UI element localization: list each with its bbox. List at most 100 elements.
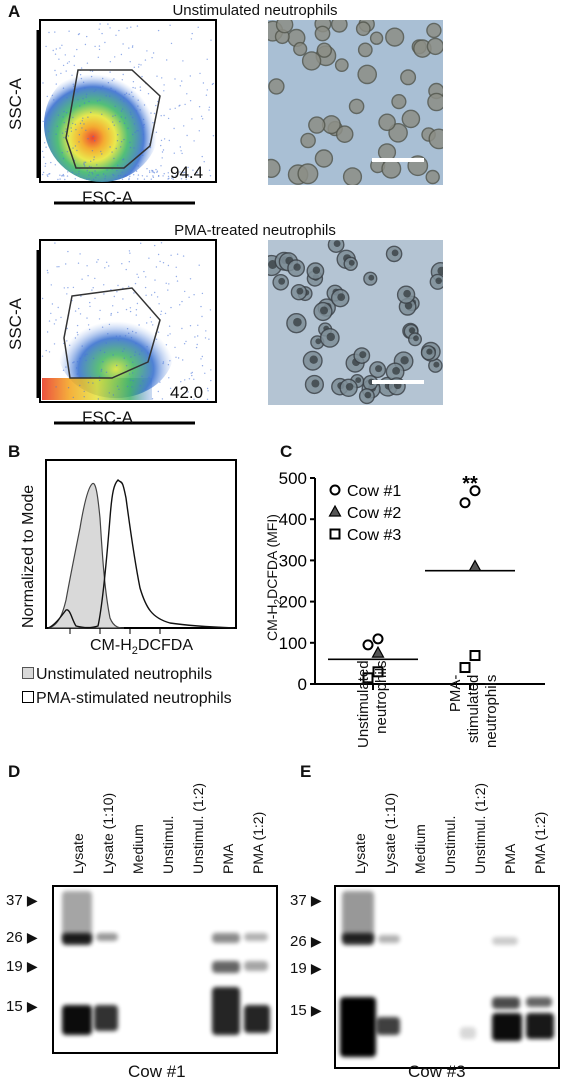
panel-label-e: E bbox=[300, 762, 312, 781]
lane-label-e-5: PMA bbox=[502, 843, 518, 874]
legend-pma: PMA-stimulated neutrophils bbox=[22, 690, 232, 708]
lane-label-e-1: Lysate (1:10) bbox=[382, 792, 398, 874]
y-tick-label: 0 bbox=[298, 675, 307, 694]
legend-swatch-white bbox=[22, 691, 34, 703]
legend-label: Cow #3 bbox=[347, 527, 401, 544]
data-point-square bbox=[459, 662, 471, 674]
y-tick-label: 200 bbox=[279, 593, 307, 612]
micrograph-unstimulated bbox=[268, 20, 443, 185]
flow-plot-unstimulated bbox=[36, 19, 217, 205]
blot-band bbox=[212, 933, 240, 943]
legend-marker-triangle bbox=[328, 504, 342, 517]
blot-band bbox=[62, 933, 92, 945]
legend-marker-circle bbox=[329, 484, 341, 496]
blot-band bbox=[94, 1005, 118, 1031]
blot-band bbox=[378, 935, 400, 943]
blot-band bbox=[342, 933, 374, 945]
histogram-b bbox=[45, 459, 237, 634]
blot-band bbox=[492, 937, 518, 945]
scatter-y-label: CM-H2DCFDA (MFI) bbox=[264, 514, 284, 641]
lane-label-e-0: Lysate bbox=[352, 833, 368, 874]
data-point-circle bbox=[372, 633, 384, 645]
histogram-unstimulated bbox=[47, 482, 125, 629]
lane-label-d-2: Medium bbox=[130, 824, 146, 874]
lane-label-d-1: Lysate (1:10) bbox=[100, 792, 116, 874]
scatter-chart-c: 0 100 200 300 400 500 Cow #1 Cow #2 Cow #3 ** bbox=[279, 469, 545, 694]
data-point-circle bbox=[459, 497, 471, 509]
legend-marker-square bbox=[329, 528, 341, 540]
histogram-y-label: Normalized to Mode bbox=[20, 484, 37, 628]
blot-caption-e: Cow #3 bbox=[408, 1062, 466, 1081]
lane-label-d-5: PMA bbox=[220, 843, 236, 874]
blot-band bbox=[62, 891, 92, 941]
lane-label-d-0: Lysate bbox=[70, 833, 86, 874]
gate-value-unstimulated: 94.4 bbox=[170, 163, 204, 182]
blot-band bbox=[62, 1005, 92, 1035]
category-label-pma: PMA-stimulated neutrophils bbox=[447, 674, 500, 748]
gate-value-pma: 42.0 bbox=[170, 383, 204, 402]
blot-band bbox=[460, 1027, 476, 1039]
blot-band bbox=[342, 891, 374, 941]
lane-label-e-2: Medium bbox=[412, 824, 428, 874]
blot-band bbox=[492, 997, 520, 1009]
scale-bar bbox=[372, 380, 424, 384]
data-point-triangle bbox=[371, 645, 385, 658]
mw-marker-e-15: 15 ▶ bbox=[290, 1002, 322, 1019]
y-axis-label-row2: SSC-A bbox=[6, 298, 25, 350]
significance-marker: ** bbox=[462, 473, 478, 495]
x-axis-label-row1: FSC-A bbox=[82, 188, 133, 207]
mw-marker-d-37: 37 ▶ bbox=[6, 892, 38, 909]
panel-label-a: A bbox=[8, 2, 21, 21]
mw-marker-d-19: 19 ▶ bbox=[6, 958, 38, 975]
panel-label-d: D bbox=[8, 762, 21, 781]
y-tick-label: 100 bbox=[279, 634, 307, 653]
flow-plot-pma bbox=[36, 239, 217, 425]
blot-band bbox=[526, 1013, 554, 1039]
micrograph-pma bbox=[268, 240, 443, 405]
blot-band bbox=[526, 997, 552, 1007]
lane-label-e-6: PMA (1:2) bbox=[532, 811, 548, 874]
legend-swatch-gray bbox=[22, 667, 34, 679]
panel-label-c: C bbox=[280, 442, 293, 461]
legend-label: Cow #1 bbox=[347, 483, 401, 500]
lane-label-e-3: Unstimul. bbox=[442, 815, 458, 874]
blot-band bbox=[244, 961, 268, 971]
x-axis-label-row2: FSC-A bbox=[82, 408, 133, 427]
mw-marker-e-19: 19 ▶ bbox=[290, 960, 322, 977]
legend-unstimulated: Unstimulated neutrophils bbox=[22, 666, 212, 684]
y-tick-label: 300 bbox=[279, 551, 307, 570]
blot-caption-d: Cow #1 bbox=[128, 1062, 186, 1081]
legend-label: Cow #2 bbox=[347, 505, 401, 522]
lane-label-d-6: PMA (1:2) bbox=[250, 811, 266, 874]
panel-label-b: B bbox=[8, 442, 21, 461]
mw-marker-d-26: 26 ▶ bbox=[6, 929, 38, 946]
histogram-x-label: CM-H2DCFDA bbox=[90, 637, 193, 658]
blot-band bbox=[244, 1005, 270, 1033]
data-point-circle bbox=[362, 639, 374, 651]
panel-a-row1-title: Unstimulated neutrophils bbox=[172, 2, 338, 19]
data-point-circle bbox=[469, 485, 481, 497]
lane-label-d-3: Unstimul. bbox=[160, 815, 176, 874]
blot-band bbox=[376, 1017, 400, 1035]
y-tick-label: 400 bbox=[279, 510, 307, 529]
y-tick-label: 500 bbox=[279, 469, 307, 488]
western-blot-e bbox=[334, 885, 560, 1069]
data-point-square bbox=[362, 672, 374, 684]
blot-band bbox=[212, 987, 240, 1035]
blot-band bbox=[492, 1013, 522, 1041]
panel-a-row2-title: PMA-treated neutrophils bbox=[174, 222, 336, 239]
blot-band bbox=[340, 997, 376, 1057]
scale-bar bbox=[372, 158, 424, 162]
data-point-triangle bbox=[468, 559, 482, 572]
mw-marker-e-26: 26 ▶ bbox=[290, 933, 322, 950]
blot-band bbox=[244, 933, 268, 941]
y-axis-label-row1: SSC-A bbox=[6, 78, 25, 130]
histogram-pma bbox=[47, 479, 235, 629]
lane-label-e-4: Unstimul. (1:2) bbox=[472, 782, 488, 874]
mw-marker-d-15: 15 ▶ bbox=[6, 998, 38, 1015]
data-point-square bbox=[372, 666, 384, 678]
blot-band bbox=[96, 933, 118, 941]
category-label-unstimulated: Unstimulated neutrophils bbox=[355, 660, 390, 748]
lane-label-d-4: Unstimul. (1:2) bbox=[190, 782, 206, 874]
blot-band bbox=[212, 961, 240, 973]
